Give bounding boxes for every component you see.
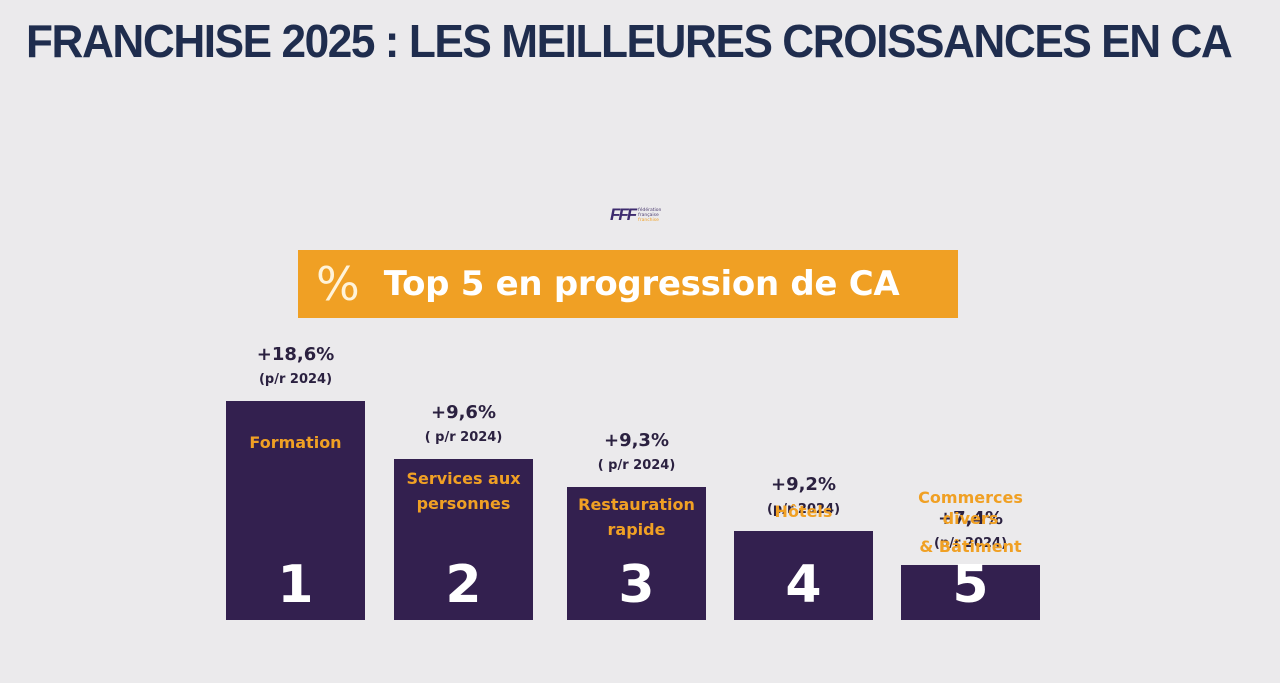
category-label-3: rapide: [608, 520, 666, 539]
rank-number-2: 2: [445, 555, 481, 615]
fff-logo: FFF fédération française franchise: [610, 205, 661, 225]
logo-line-3: franchise: [638, 217, 659, 223]
category-label-3: Restauration: [578, 495, 695, 514]
comparison-label-1: (p/r 2024): [259, 372, 332, 387]
category-label-2: personnes: [417, 494, 511, 513]
category-label-1: Formation: [249, 433, 341, 452]
value-label-5: +7,4%: [938, 508, 1003, 529]
bar-5: [901, 565, 1040, 620]
category-label-5: divers: [943, 509, 999, 528]
bar-3: [567, 487, 706, 620]
top5-banner: % Top 5 en progression de CA: [298, 250, 958, 318]
value-label-2: +9,6%: [431, 402, 496, 423]
value-label-1: +18,6%: [257, 344, 335, 365]
value-label-3: +9,3%: [604, 430, 669, 451]
logo-mark: FFF: [610, 205, 637, 224]
comparison-label-3: ( p/r 2024): [598, 458, 676, 473]
category-label-5: Commerces: [918, 488, 1023, 507]
rank-number-3: 3: [618, 555, 654, 615]
page-title: FRANCHISE 2025 : LES MEILLEURES CROISSAN…: [26, 15, 1233, 67]
bar-1: [226, 401, 365, 620]
comparison-label-2: ( p/r 2024): [425, 430, 503, 445]
rank-number-4: 4: [785, 555, 821, 615]
bar-2: [394, 459, 533, 620]
logo-text: fédération française franchise: [638, 208, 661, 223]
rank-number-5: 5: [952, 555, 988, 615]
rank-number-1: 1: [277, 555, 313, 615]
bar-4: [734, 531, 873, 620]
category-label-5: & Bâtiment: [919, 537, 1022, 556]
percent-icon: %: [316, 257, 360, 311]
logo-line-1: fédération: [638, 207, 662, 213]
logo-line-2: française: [638, 212, 659, 218]
banner-title: Top 5 en progression de CA: [383, 264, 900, 304]
value-label-4: +9,2%: [771, 474, 836, 495]
category-label-4: Hôtels: [775, 502, 833, 521]
comparison-label-5: (p/r 2024): [934, 536, 1007, 551]
comparison-label-4: (p/r 2024): [767, 502, 840, 517]
category-label-2: Services aux: [406, 469, 521, 488]
